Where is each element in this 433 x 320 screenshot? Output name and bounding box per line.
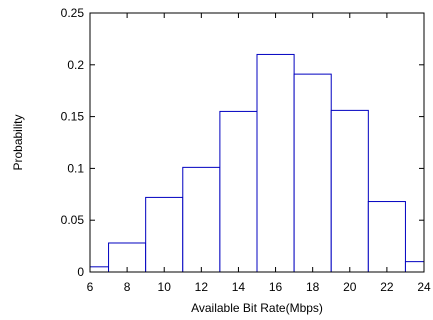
x-tick-label-1: 8 (124, 280, 131, 294)
y-tick-label-0: 0 (77, 265, 84, 279)
y-tick-label-1: 0.05 (61, 213, 85, 227)
x-tick-label-0: 6 (87, 280, 94, 294)
x-tick-label-6: 18 (306, 280, 320, 294)
histogram-bar-5 (256, 53, 295, 273)
x-tick-label-8: 22 (380, 280, 394, 294)
y-tick-label-4: 0.2 (67, 58, 84, 72)
x-tick-label-4: 14 (232, 280, 246, 294)
bars-group (89, 53, 425, 273)
histogram-bar-2 (145, 196, 184, 273)
y-tick-label-2: 0.1 (67, 161, 84, 175)
x-tick-label-2: 10 (158, 280, 172, 294)
x-axis-ticks: 6 8 10 12 14 16 18 20 22 24 (87, 13, 431, 294)
x-tick-label-7: 20 (343, 280, 357, 294)
y-tick-label-3: 0.15 (61, 110, 85, 124)
y-axis-ticks: 0 0.05 0.1 0.15 0.2 0.25 (61, 6, 424, 279)
histogram-bar-6 (293, 73, 332, 273)
y-axis-label: Probability (11, 114, 25, 170)
histogram-bar-7 (330, 109, 369, 273)
histogram-bar-9 (404, 261, 425, 273)
plot-frame (89, 12, 425, 273)
x-tick-label-9: 24 (417, 280, 431, 294)
y-tick-label-5: 0.25 (61, 6, 85, 20)
x-tick-label-3: 12 (195, 280, 209, 294)
x-tick-label-5: 16 (269, 280, 283, 294)
x-axis-label: Available Bit Rate(Mbps) (191, 301, 323, 315)
histogram-bar-3 (182, 166, 221, 273)
histogram-bar-4 (219, 110, 258, 273)
histogram-bar-0 (89, 266, 110, 273)
histogram-bar-8 (367, 201, 406, 273)
